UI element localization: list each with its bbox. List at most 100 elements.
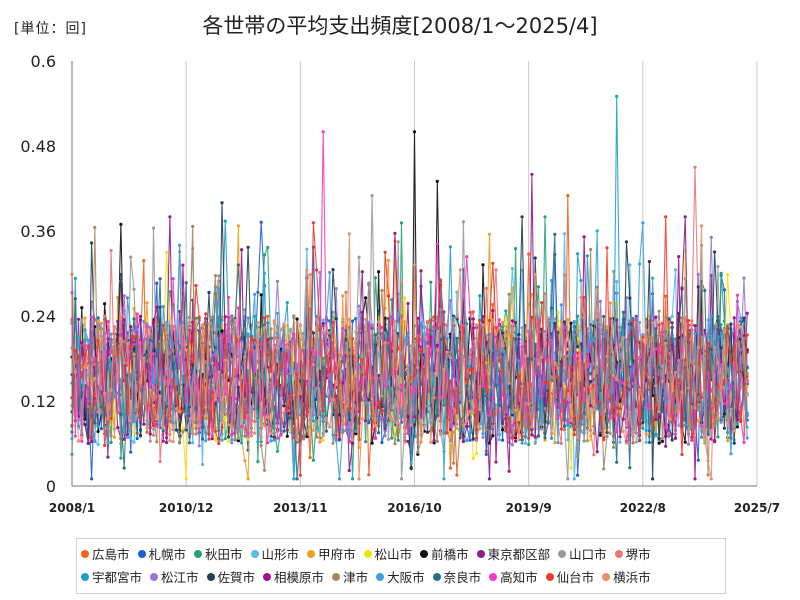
- data-point: [279, 364, 283, 368]
- data-point: [582, 235, 586, 239]
- data-point: [292, 477, 296, 481]
- data-point: [716, 396, 720, 400]
- data-point: [478, 422, 482, 426]
- data-point: [455, 473, 459, 477]
- data-point: [572, 320, 576, 324]
- data-point: [236, 404, 240, 408]
- data-point: [628, 263, 632, 267]
- data-point: [360, 310, 364, 314]
- data-point: [602, 438, 606, 442]
- data-point: [324, 416, 328, 420]
- data-point: [83, 328, 87, 332]
- data-point: [83, 365, 87, 369]
- series-layer: [70, 94, 749, 481]
- data-point: [161, 304, 165, 309]
- data-point: [181, 410, 185, 414]
- data-point: [380, 394, 384, 398]
- data-point: [383, 250, 387, 254]
- data-point: [412, 423, 417, 427]
- data-point: [119, 334, 123, 338]
- data-point: [533, 256, 537, 260]
- data-point: [664, 425, 668, 429]
- data-point: [745, 333, 749, 337]
- data-point: [331, 441, 335, 445]
- data-point: [621, 336, 625, 340]
- data-point: [474, 451, 479, 456]
- data-point: [641, 426, 645, 430]
- data-point: [452, 407, 456, 411]
- data-point: [308, 272, 312, 277]
- data-point: [184, 348, 188, 352]
- data-point: [598, 388, 603, 392]
- legend-label: 秋田市: [205, 547, 243, 562]
- data-point: [207, 322, 211, 326]
- data-point: [253, 376, 257, 380]
- data-point: [491, 318, 495, 322]
- data-point: [732, 316, 736, 320]
- data-point: [683, 315, 687, 319]
- data-point: [677, 409, 681, 413]
- data-point: [651, 348, 655, 352]
- data-point: [341, 381, 345, 385]
- data-point: [409, 344, 413, 348]
- data-point: [174, 401, 178, 406]
- data-point: [465, 419, 469, 423]
- data-point: [471, 317, 475, 321]
- data-point: [527, 329, 531, 333]
- legend-label: 前橋市: [431, 547, 469, 562]
- data-point: [217, 441, 221, 446]
- data-point: [350, 477, 355, 481]
- data-point: [448, 451, 452, 455]
- data-point: [129, 325, 133, 329]
- data-point: [651, 276, 655, 280]
- data-point: [396, 347, 400, 351]
- data-point: [680, 287, 684, 291]
- data-point: [246, 437, 250, 441]
- data-point: [742, 334, 746, 338]
- data-point: [514, 337, 518, 341]
- data-point: [566, 421, 570, 425]
- data-point: [455, 422, 459, 426]
- data-point: [677, 378, 681, 382]
- data-point: [324, 354, 328, 358]
- legend-item: 高知市: [489, 565, 538, 588]
- data-point: [618, 415, 622, 419]
- data-point: [171, 348, 175, 352]
- data-point: [122, 340, 126, 344]
- data-point: [471, 410, 475, 414]
- data-point: [546, 381, 550, 385]
- data-point: [181, 324, 185, 328]
- data-point: [168, 340, 172, 344]
- data-point: [634, 440, 638, 444]
- data-point: [406, 431, 410, 435]
- data-point: [527, 436, 531, 440]
- data-point: [641, 335, 645, 339]
- data-point: [194, 375, 198, 379]
- data-point: [543, 381, 547, 385]
- data-point: [103, 443, 107, 447]
- legend-swatch: [263, 572, 272, 581]
- data-point: [165, 331, 169, 335]
- data-point: [315, 435, 319, 439]
- data-point: [328, 425, 332, 429]
- data-point: [227, 439, 231, 443]
- data-point: [713, 440, 717, 444]
- data-point: [109, 350, 113, 354]
- data-point: [220, 420, 224, 424]
- data-point: [523, 406, 528, 410]
- data-point: [197, 424, 201, 428]
- data-point: [497, 438, 501, 442]
- data-point: [135, 413, 139, 417]
- data-point: [318, 369, 322, 373]
- data-point: [481, 263, 485, 267]
- data-point: [514, 429, 518, 433]
- data-point: [288, 366, 293, 370]
- data-point: [406, 439, 410, 444]
- data-point: [442, 367, 446, 371]
- data-point: [641, 333, 645, 337]
- data-point: [474, 436, 479, 440]
- data-point: [471, 456, 475, 460]
- data-point: [132, 420, 136, 424]
- data-point: [135, 312, 139, 316]
- data-point: [673, 436, 678, 440]
